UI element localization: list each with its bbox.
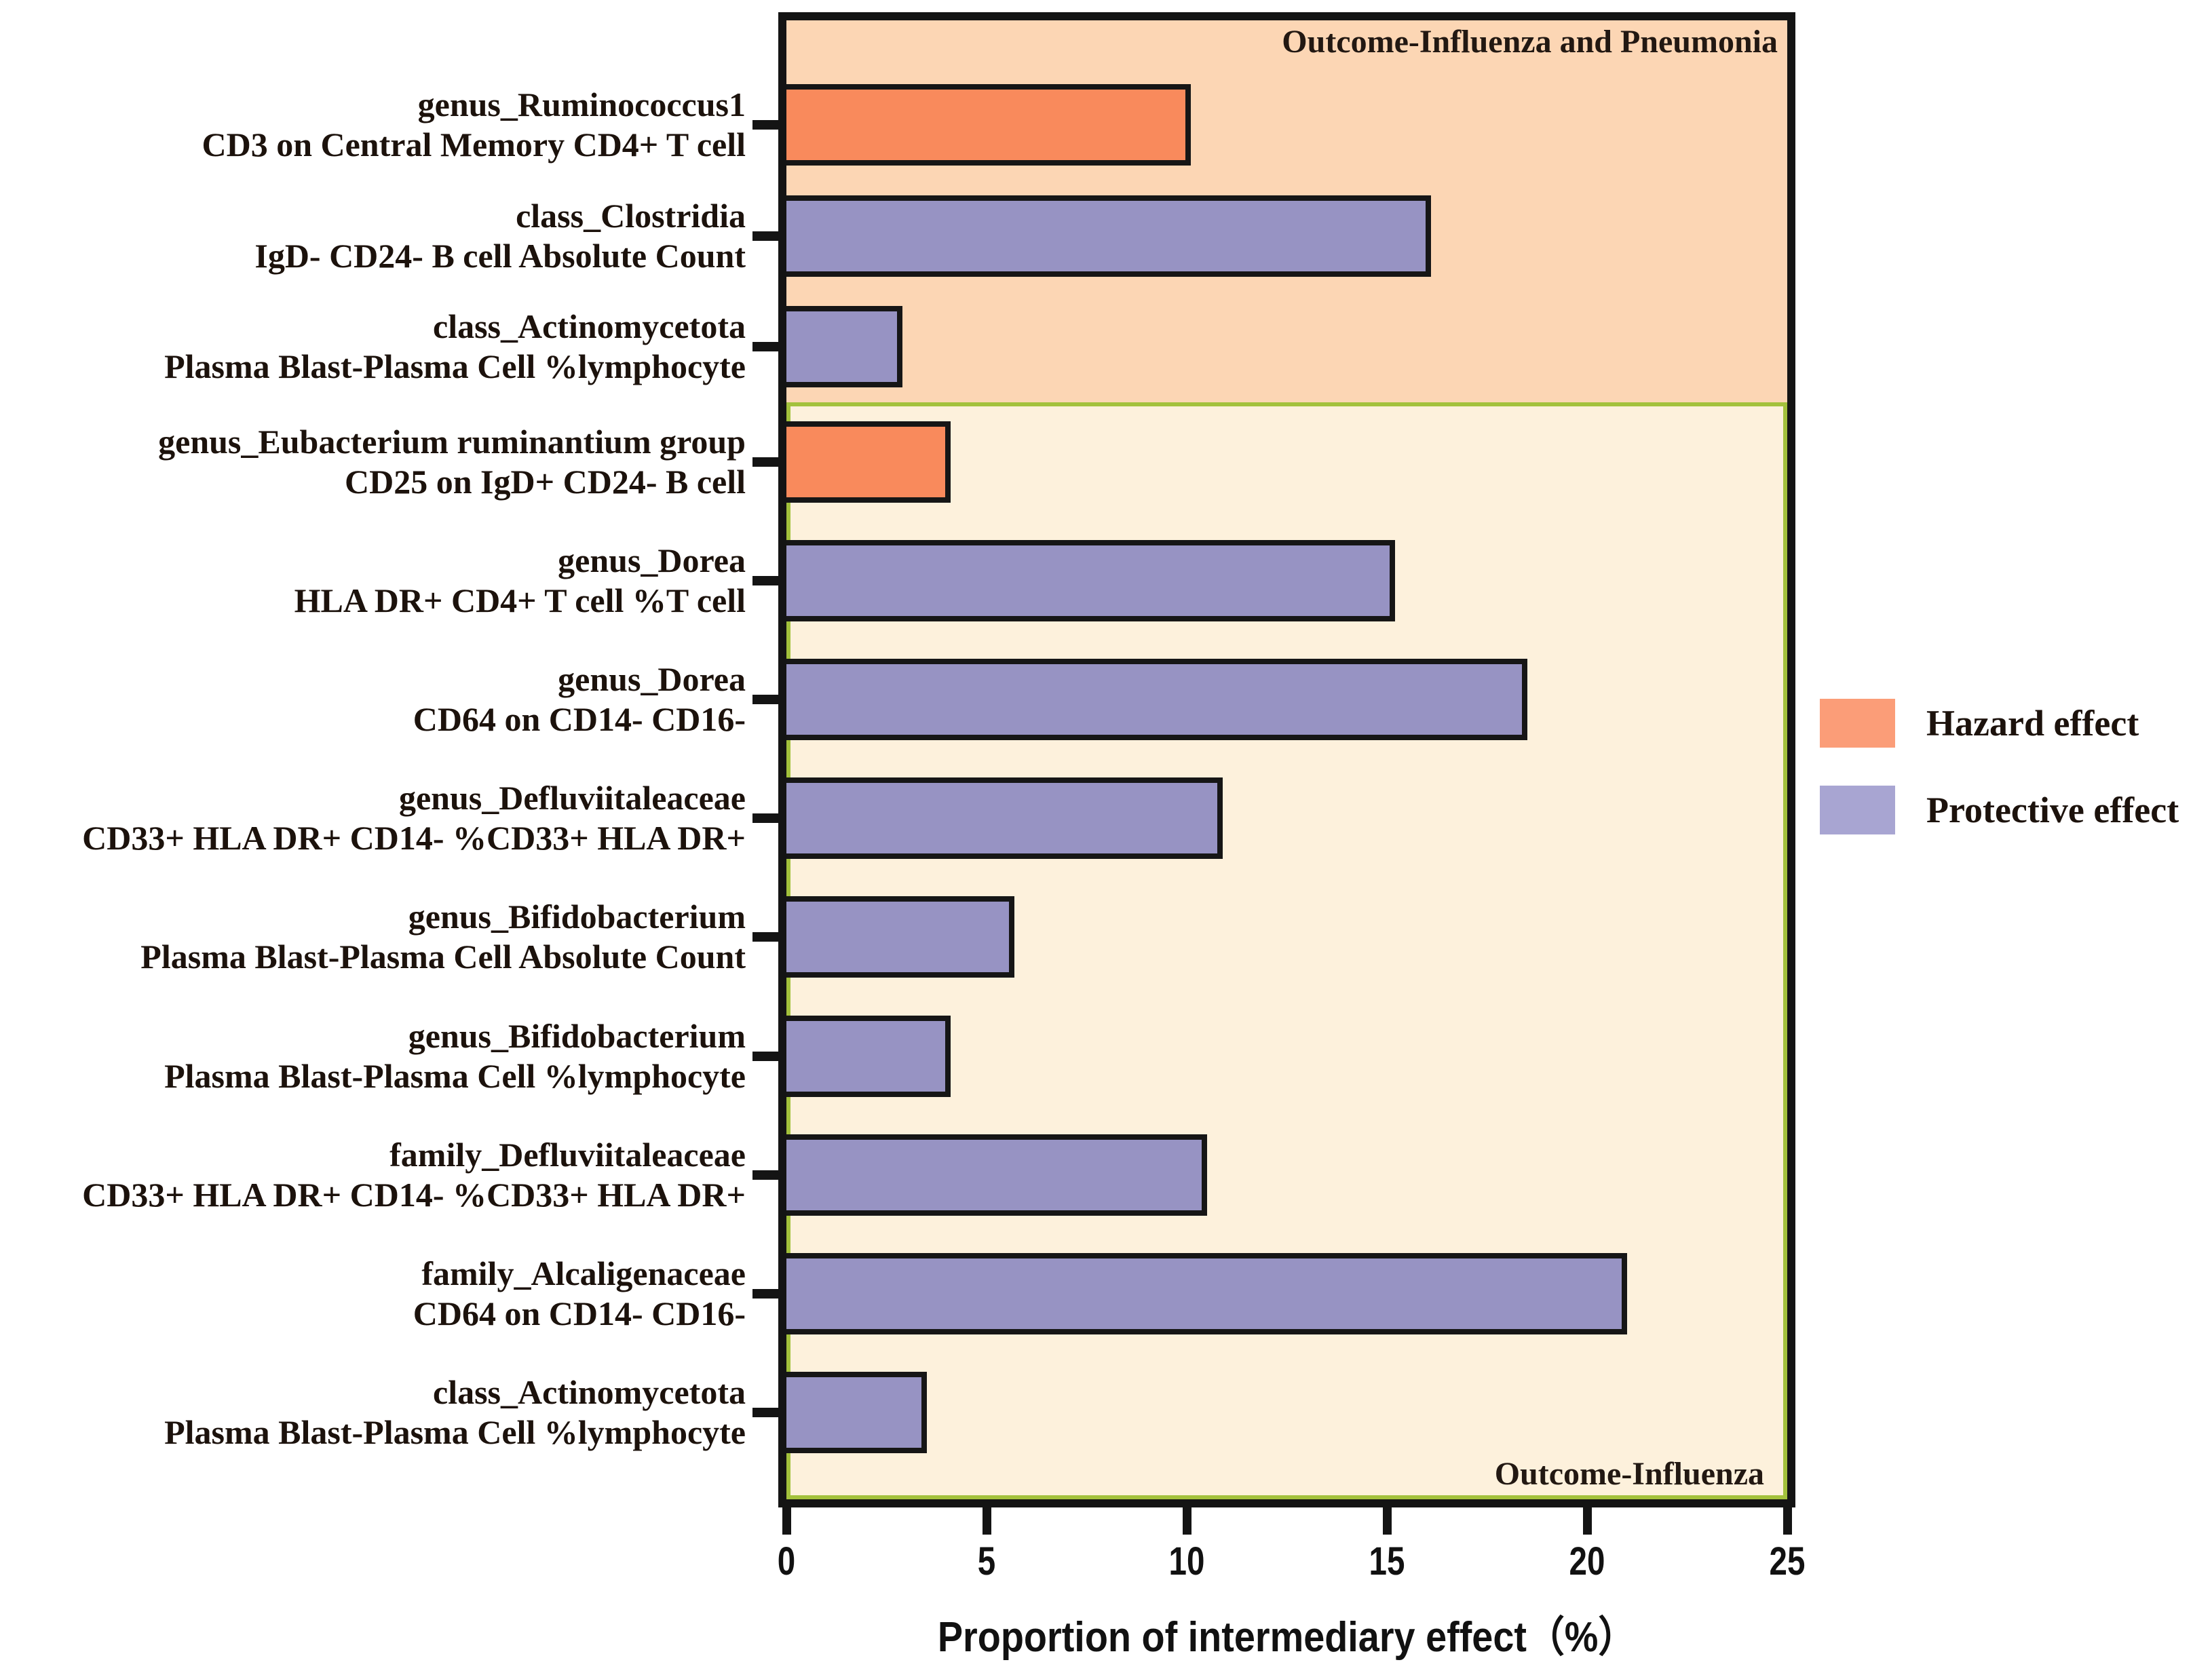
x-axis-tick — [1583, 1507, 1592, 1535]
category-trait: CD33+ HLA DR+ CD14- %CD33+ HLA DR+ — [82, 1175, 746, 1214]
y-axis-tick — [752, 813, 778, 824]
category-taxon: family_Alcaligenaceae — [421, 1254, 746, 1293]
bar-row: genus_Defluviitaleaceae CD33+ HLA DR+ CD1… — [0, 759, 1787, 878]
category-label: genus_Dorea CD64 on CD14- CD16- — [0, 659, 752, 739]
y-axis-tick — [752, 1408, 778, 1418]
protective-effect-bar — [786, 1372, 927, 1454]
y-axis-tick — [752, 695, 778, 705]
x-axis-tick — [1783, 1507, 1792, 1535]
x-axis-tick — [1383, 1507, 1392, 1535]
category-trait: CD64 on CD14- CD16- — [413, 700, 746, 739]
hazard-legend-swatch — [1820, 699, 1895, 748]
protective-effect-bar — [786, 777, 1223, 860]
category-trait: Plasma Blast-Plasma Cell %lymphocyte — [164, 1056, 746, 1095]
category-taxon: genus_Bifidobacterium — [408, 1016, 746, 1055]
protective-effect-bar — [786, 1134, 1207, 1216]
top-section-title: Outcome-Influenza and Pneumonia — [1282, 24, 1778, 60]
bar-row: class_Actinomycetota Plasma Blast-Plasma … — [0, 291, 1787, 402]
category-label: class_Clostridia IgD- CD24- B cell Absolu… — [0, 196, 752, 276]
x-axis-ticks — [782, 1507, 1792, 1535]
hazard-effect-bar — [786, 83, 1191, 166]
category-label: genus_Ruminococcus1 CD3 on Central Memory… — [0, 85, 752, 165]
y-axis-tick — [752, 932, 778, 942]
bar-rows-layer: genus_Ruminococcus1 CD3 on Central Memory… — [0, 20, 1787, 1499]
y-axis-tick — [752, 119, 778, 130]
protective-effect-bar — [786, 1015, 951, 1097]
x-axis-tick-label: 0 — [777, 1539, 796, 1583]
x-axis-tick — [782, 1507, 791, 1535]
rows-influenza-and-pneumonia: genus_Ruminococcus1 CD3 on Central Memory… — [0, 20, 1787, 402]
category-taxon: class_Actinomycetota — [433, 1373, 746, 1412]
bottom-section-title: Outcome-Influenza — [1494, 1456, 1764, 1492]
category-trait: CD25 on IgD+ CD24- B cell — [345, 462, 746, 501]
bar-row: class_Clostridia IgD- CD24- B cell Absolu… — [0, 180, 1787, 292]
category-taxon: genus_Bifidobacterium — [408, 898, 746, 936]
category-taxon: genus_Dorea — [558, 541, 746, 579]
hazard-effect-bar — [786, 421, 951, 503]
y-axis-tick — [752, 1289, 778, 1299]
category-taxon: genus_Ruminococcus1 — [417, 85, 746, 123]
x-axis-tick-label: 10 — [1168, 1539, 1205, 1583]
category-label: class_Actinomycetota Plasma Blast-Plasma … — [0, 307, 752, 387]
bar-row: genus_Bifidobacterium Plasma Blast-Plasma… — [0, 997, 1787, 1115]
category-label: class_Actinomycetota Plasma Blast-Plasma … — [0, 1372, 752, 1453]
category-trait: CD64 on CD14- CD16- — [413, 1294, 746, 1333]
y-axis-tick — [752, 1051, 778, 1061]
x-axis-tick-label: 5 — [977, 1539, 996, 1583]
y-axis-tick — [752, 457, 778, 467]
legend-item-hazard: Hazard effect — [1820, 699, 2139, 748]
category-label: family_Alcaligenaceae CD64 on CD14- CD16- — [0, 1254, 752, 1334]
x-axis-tick-labels: 0 5 10 15 20 25 — [778, 1539, 1806, 1593]
category-taxon: class_Actinomycetota — [433, 307, 746, 346]
category-taxon: class_Clostridia — [516, 196, 746, 235]
protective-effect-bar — [786, 539, 1395, 621]
bar-row: genus_Ruminococcus1 CD3 on Central Memory… — [0, 69, 1787, 180]
protective-effect-bar — [786, 306, 902, 388]
x-axis-tick-label: 20 — [1569, 1539, 1605, 1583]
y-axis-tick — [752, 1170, 778, 1180]
x-axis-tick — [1183, 1507, 1191, 1535]
category-trait: HLA DR+ CD4+ T cell %T cell — [294, 581, 746, 619]
category-trait: CD3 on Central Memory CD4+ T cell — [202, 125, 746, 164]
y-axis-tick — [752, 575, 778, 585]
protective-legend-swatch — [1820, 786, 1895, 834]
category-label: genus_Bifidobacterium Plasma Blast-Plasma… — [0, 1016, 752, 1096]
bar-row: genus_Dorea CD64 on CD14- CD16- — [0, 640, 1787, 758]
category-taxon: genus_Dorea — [558, 660, 746, 699]
bar-row: genus_Eubacterium ruminantium group CD25 … — [0, 402, 1787, 521]
protective-effect-bar — [786, 896, 1014, 978]
bar-row: family_Defluviitaleaceae CD33+ HLA DR+ CD… — [0, 1115, 1787, 1234]
bar-row: class_Actinomycetota Plasma Blast-Plasma … — [0, 1353, 1787, 1472]
legend-item-protective: Protective effect — [1820, 786, 2179, 834]
category-trait: Plasma Blast-Plasma Cell %lymphocyte — [164, 1413, 746, 1452]
protective-effect-bar — [786, 1253, 1627, 1335]
legend-label-protective: Protective effect — [1926, 790, 2179, 830]
rows-influenza: genus_Eubacterium ruminantium group CD25 … — [0, 402, 1787, 1499]
protective-effect-bar — [786, 195, 1431, 277]
x-axis-title: Proportion of intermediary effect（%） — [937, 1614, 1637, 1661]
category-label: genus_Eubacterium ruminantium group CD25 … — [0, 422, 752, 502]
x-axis-tick-label: 15 — [1369, 1539, 1405, 1583]
category-taxon: genus_Eubacterium ruminantium group — [158, 422, 746, 461]
bar-row: genus_Bifidobacterium Plasma Blast-Plasma… — [0, 878, 1787, 997]
y-axis-tick — [752, 342, 778, 352]
bar-row: family_Alcaligenaceae CD64 on CD14- CD16- — [0, 1235, 1787, 1353]
category-trait: Plasma Blast-Plasma Cell %lymphocyte — [164, 347, 746, 386]
x-axis-tick — [983, 1507, 991, 1535]
category-label: genus_Defluviitaleaceae CD33+ HLA DR+ CD1… — [0, 778, 752, 858]
legend-label-hazard: Hazard effect — [1926, 703, 2139, 744]
protective-effect-bar — [786, 659, 1527, 741]
category-trait: Plasma Blast-Plasma Cell Absolute Count — [140, 938, 746, 976]
bar-row: genus_Dorea HLA DR+ CD4+ T cell %T cell — [0, 521, 1787, 640]
category-label: family_Defluviitaleaceae CD33+ HLA DR+ CD… — [0, 1135, 752, 1215]
category-trait: CD33+ HLA DR+ CD14- %CD33+ HLA DR+ — [82, 819, 746, 858]
category-taxon: genus_Defluviitaleaceae — [398, 779, 746, 818]
category-trait: IgD- CD24- B cell Absolute Count — [254, 236, 746, 275]
y-axis-tick — [752, 231, 778, 241]
x-axis-tick-label: 25 — [1769, 1539, 1806, 1583]
category-label: genus_Dorea HLA DR+ CD4+ T cell %T cell — [0, 541, 752, 621]
category-taxon: family_Defluviitaleaceae — [389, 1135, 746, 1174]
category-label: genus_Bifidobacterium Plasma Blast-Plasma… — [0, 897, 752, 977]
